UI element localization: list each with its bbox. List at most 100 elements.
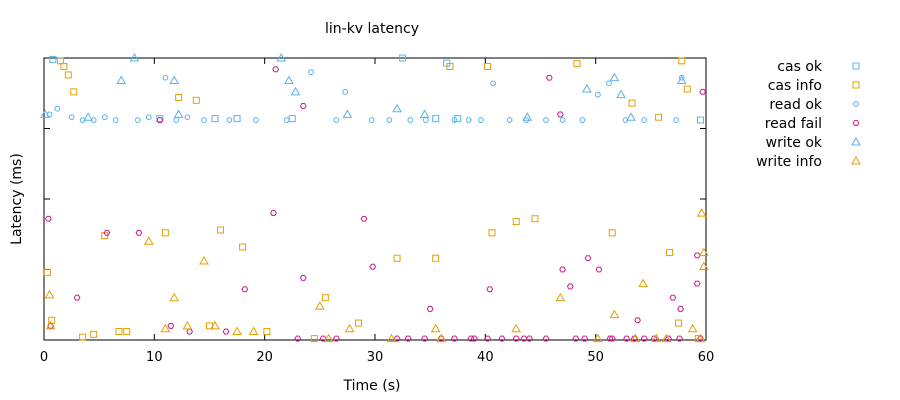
legend-marker	[852, 120, 860, 126]
legend-marker	[852, 62, 860, 70]
read-fail-point	[426, 306, 434, 312]
cas-info-point	[608, 229, 616, 237]
cas-info-point	[393, 254, 401, 262]
read-ok-point	[101, 114, 108, 121]
read-ok-point	[451, 117, 458, 123]
write-info-point	[555, 292, 566, 302]
read-fail-point	[640, 335, 648, 342]
legend-marker	[851, 136, 861, 146]
write-ok-point	[129, 52, 140, 62]
read-ok-point	[678, 74, 685, 81]
read-fail-point	[421, 335, 429, 342]
write-info-point	[386, 333, 397, 343]
write-info-point	[696, 208, 707, 217]
read-ok-point	[134, 117, 141, 123]
x-axis-ticks: 0 10 20 30 40 50 60	[40, 58, 714, 365]
cas-info-point	[48, 316, 56, 324]
write-info-point	[638, 278, 648, 288]
x-tick-label: 0	[40, 350, 48, 365]
read-ok-point	[594, 91, 601, 98]
read-ok-point	[559, 117, 566, 123]
write-info-point	[430, 323, 441, 333]
cas-info-point	[432, 254, 440, 262]
write-ok-point	[419, 109, 430, 118]
read-ok-point	[422, 117, 429, 123]
read-fail-point	[333, 335, 340, 342]
read-fail-point	[693, 252, 701, 259]
write-ok-point	[392, 103, 402, 113]
read-ok-point	[673, 117, 680, 123]
legend-label: read fail	[765, 116, 822, 132]
read-fail-point	[103, 229, 111, 236]
write-ok-point	[626, 112, 636, 121]
cas-ok-point	[432, 115, 440, 123]
chart-title: lin-kv latency	[325, 21, 419, 37]
read-fail-point	[623, 335, 630, 342]
cas-info-point	[484, 62, 492, 70]
write-info-point	[182, 320, 193, 330]
cas-ok-point	[156, 115, 164, 123]
series-write-ok	[40, 52, 687, 121]
write-ok-point	[609, 72, 620, 82]
read-fail-point	[186, 328, 194, 335]
write-info-point	[661, 333, 672, 343]
x-tick-label: 30	[367, 350, 384, 365]
read-ok-point	[579, 117, 586, 123]
read-ok-point	[478, 117, 484, 123]
write-ok-point	[116, 75, 127, 85]
read-ok-point	[407, 117, 414, 123]
legend-label: write ok	[766, 135, 823, 151]
read-ok-point	[201, 117, 207, 123]
write-ok-point	[276, 52, 287, 62]
plot-frame	[43, 57, 707, 341]
write-info-point	[630, 333, 641, 343]
cas-info-point	[655, 113, 663, 121]
write-ok-point	[169, 75, 180, 85]
read-ok-point	[490, 80, 496, 87]
cas-info-point	[321, 294, 329, 302]
write-info-point	[232, 326, 242, 336]
write-info-point	[323, 333, 334, 343]
x-tick-label: 40	[477, 350, 494, 365]
cas-info-point	[192, 96, 200, 104]
read-fail-point	[556, 111, 564, 118]
x-tick-label: 50	[587, 350, 604, 365]
read-fail-point	[404, 335, 412, 342]
write-info-point	[511, 323, 522, 333]
legend-label: cas ok	[777, 59, 823, 75]
cas-info-point	[310, 335, 318, 343]
read-fail-point	[542, 335, 550, 342]
legend-marker	[852, 81, 860, 89]
read-fail-point	[299, 275, 307, 281]
x-tick-label: 10	[146, 350, 163, 365]
read-fail-point	[595, 266, 603, 273]
cas-info-point	[239, 243, 247, 251]
read-ok-point	[606, 80, 612, 87]
read-ok-point	[112, 117, 119, 123]
read-ok-point	[386, 117, 393, 123]
write-info-point	[199, 256, 209, 265]
read-fail-point	[677, 306, 684, 312]
cas-info-point	[70, 88, 78, 96]
cas-ok-point	[696, 116, 704, 124]
legend-label: read ok	[769, 97, 823, 113]
write-ok-point	[522, 112, 533, 121]
y-axis-ticks	[44, 57, 706, 341]
read-fail-point	[360, 215, 368, 222]
write-ok-point	[284, 75, 294, 85]
cas-info-point	[573, 60, 581, 68]
cas-info-point	[175, 93, 183, 101]
read-fail-point	[156, 117, 164, 123]
cas-ok-point	[454, 115, 462, 123]
cas-info-point	[43, 268, 51, 276]
cas-info-point	[90, 330, 98, 338]
write-info-point	[143, 236, 154, 245]
read-ok-point	[308, 69, 314, 75]
cas-info-point	[263, 328, 271, 336]
read-fail-point	[470, 335, 478, 342]
read-fail-point	[634, 317, 641, 324]
read-fail-point	[630, 335, 638, 342]
cas-info-point	[666, 249, 674, 257]
read-fail-point	[545, 74, 553, 81]
